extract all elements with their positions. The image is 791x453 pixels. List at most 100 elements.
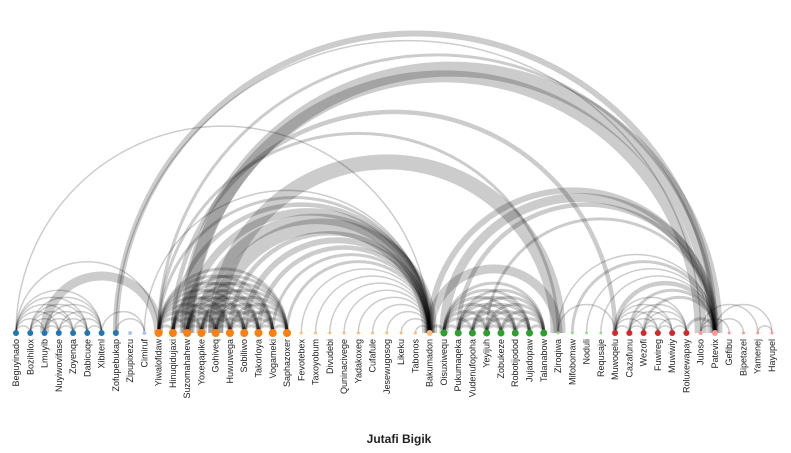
node-19[interactable] — [283, 329, 292, 337]
node-47[interactable] — [683, 330, 690, 336]
arc-link-92 — [329, 282, 431, 334]
node-45[interactable] — [654, 330, 661, 336]
arc-link-116 — [470, 317, 503, 334]
arc-link-27 — [115, 39, 702, 334]
node-43[interactable] — [626, 330, 633, 336]
node-38[interactable] — [556, 331, 560, 335]
node-label-46: Muwiwiy — [667, 339, 677, 374]
arc-link-67 — [228, 303, 289, 334]
node-35[interactable] — [511, 329, 519, 337]
node-3[interactable] — [55, 330, 62, 336]
node-label-20: Fevotebex — [296, 339, 306, 382]
arc-link-34 — [157, 288, 246, 334]
node-14[interactable] — [211, 329, 220, 337]
node-18[interactable] — [268, 329, 277, 337]
node-50[interactable] — [727, 331, 731, 335]
arc-link-74 — [157, 195, 432, 334]
diagram-title: Jutafi Bigik — [367, 432, 432, 446]
node-40[interactable] — [585, 331, 589, 335]
node-13[interactable] — [197, 329, 206, 337]
node-label-0: Beguyinado — [11, 339, 21, 387]
arc-link-103 — [442, 317, 474, 334]
node-label-23: Quninacivege — [339, 339, 349, 394]
node-9[interactable] — [142, 331, 147, 335]
node-48[interactable] — [698, 331, 703, 335]
node-11[interactable] — [168, 329, 177, 337]
node-29[interactable] — [426, 330, 433, 336]
node-53[interactable] — [770, 331, 774, 335]
node-label-15: Huwuwega — [225, 339, 235, 384]
arc-link-5 — [15, 289, 103, 334]
node-51[interactable] — [741, 331, 745, 335]
node-1[interactable] — [27, 330, 34, 336]
node-41[interactable] — [599, 331, 603, 335]
node-15[interactable] — [225, 329, 234, 337]
node-42[interactable] — [612, 330, 619, 336]
arc-link-39 — [171, 317, 203, 334]
node-label-47: Roluxewapay — [681, 339, 691, 394]
arc-link-12 — [43, 318, 74, 334]
node-label-18: Vogameki — [268, 339, 278, 379]
arc-link-101 — [426, 187, 718, 334]
node-2[interactable] — [41, 330, 48, 336]
arc-link-70 — [242, 310, 289, 334]
node-39[interactable] — [570, 331, 574, 335]
arc-link-30 — [157, 317, 189, 334]
node-20[interactable] — [299, 331, 303, 335]
node-52[interactable] — [756, 331, 760, 335]
arc-link-36 — [157, 274, 275, 334]
node-21[interactable] — [314, 331, 318, 335]
node-17[interactable] — [254, 329, 263, 337]
arc-link-80 — [241, 237, 433, 334]
node-31[interactable] — [454, 329, 462, 337]
node-5[interactable] — [84, 330, 91, 336]
node-label-4: Zoyenqa — [68, 339, 78, 374]
node-label-8: Zipupixezu — [125, 339, 135, 383]
node-4[interactable] — [70, 330, 77, 336]
arc-link-84 — [157, 53, 717, 334]
node-6[interactable] — [98, 330, 105, 336]
arc-link-37 — [157, 267, 289, 334]
node-26[interactable] — [385, 331, 389, 335]
node-23[interactable] — [342, 331, 346, 335]
node-24[interactable] — [356, 331, 360, 335]
arc-link-97 — [400, 318, 431, 334]
arc-link-19 — [72, 318, 103, 334]
node-37[interactable] — [540, 329, 548, 337]
node-0[interactable] — [13, 330, 19, 336]
arc-link-61 — [214, 310, 260, 334]
node-10[interactable] — [154, 329, 163, 337]
node-28[interactable] — [413, 331, 417, 335]
node-36[interactable] — [526, 329, 534, 337]
node-30[interactable] — [440, 329, 448, 337]
node-label-25: Cufafule — [368, 339, 378, 373]
arc-link-23 — [100, 310, 146, 334]
node-33[interactable] — [483, 329, 491, 337]
arc-link-90 — [300, 268, 431, 334]
node-46[interactable] — [669, 330, 676, 336]
arc-link-146 — [628, 303, 688, 334]
node-12[interactable] — [183, 329, 192, 337]
arc-link-106 — [442, 296, 517, 334]
arc-link-108 — [442, 281, 546, 334]
node-8[interactable] — [128, 331, 133, 335]
node-34[interactable] — [497, 329, 505, 337]
node-27[interactable] — [399, 331, 403, 335]
node-label-35: Robotijodod — [510, 339, 520, 387]
arc-link-16 — [58, 318, 89, 334]
arc-link-76 — [183, 208, 434, 334]
node-16[interactable] — [240, 329, 249, 337]
node-25[interactable] — [371, 331, 375, 335]
node-22[interactable] — [328, 331, 332, 335]
arc-link-42 — [171, 296, 246, 334]
arc-link-139 — [614, 318, 645, 334]
arc-link-31 — [157, 310, 203, 334]
node-label-39: Mifobomaw — [567, 339, 577, 386]
node-44[interactable] — [640, 330, 647, 336]
node-7[interactable] — [112, 330, 119, 336]
arc-link-123 — [485, 303, 546, 334]
node-49[interactable] — [711, 330, 718, 336]
arc-link-4 — [15, 296, 89, 334]
node-32[interactable] — [468, 329, 476, 337]
